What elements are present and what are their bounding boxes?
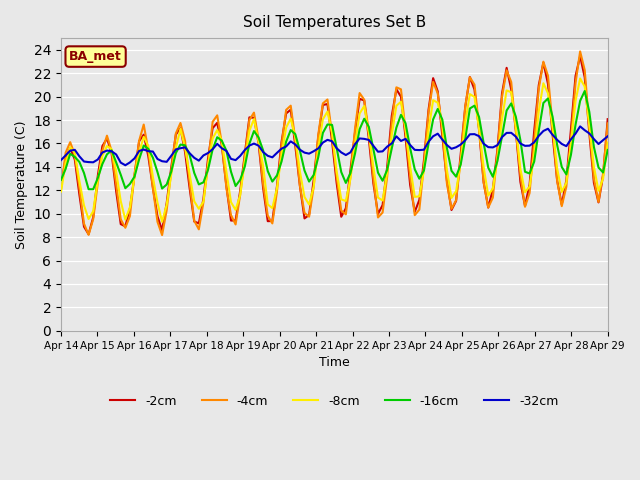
X-axis label: Time: Time — [319, 356, 349, 369]
Title: Soil Temperatures Set B: Soil Temperatures Set B — [243, 15, 426, 30]
Y-axis label: Soil Temperature (C): Soil Temperature (C) — [15, 120, 28, 249]
Legend: -2cm, -4cm, -8cm, -16cm, -32cm: -2cm, -4cm, -8cm, -16cm, -32cm — [105, 390, 564, 413]
Text: BA_met: BA_met — [69, 50, 122, 63]
